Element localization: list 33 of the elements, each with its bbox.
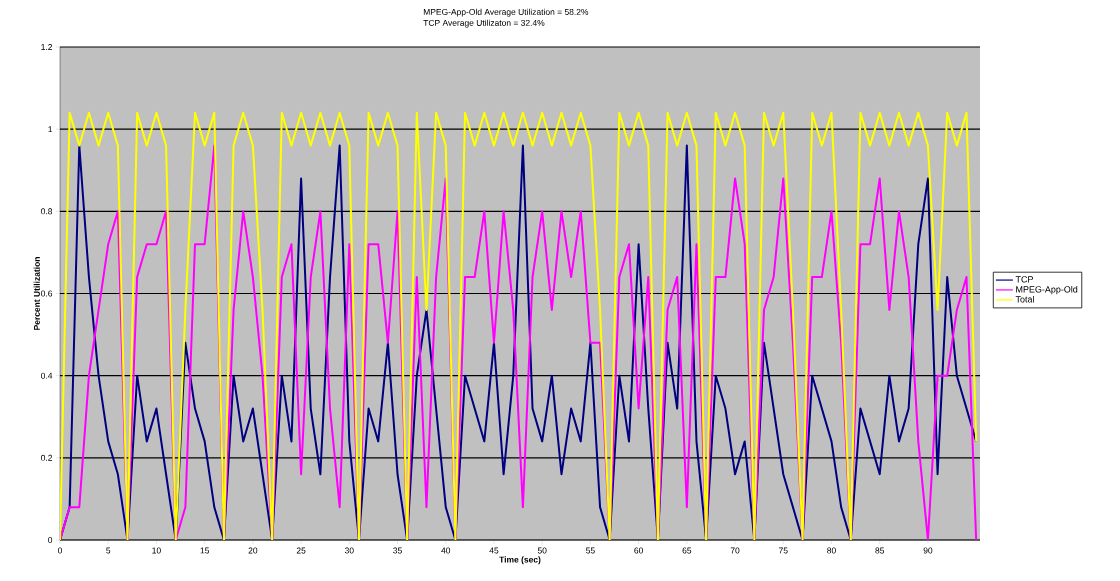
x-tick-label: 35 bbox=[393, 547, 402, 554]
x-tick-label: 25 bbox=[296, 547, 306, 554]
y-tick-label: 0.6 bbox=[41, 290, 53, 297]
legend-label: MPEG-App-Old bbox=[1016, 285, 1078, 295]
y-tick-label: 0.2 bbox=[41, 454, 53, 461]
x-tick-label: 0 bbox=[57, 547, 63, 554]
y-tick-label: 0 bbox=[48, 537, 53, 543]
y-axis-title: Percent Utilization bbox=[33, 257, 40, 330]
text: TCP Average Utilizaton = 32.4% bbox=[423, 19, 545, 28]
y-tick-label: 1 bbox=[48, 126, 53, 133]
x-tick-label: 15 bbox=[200, 547, 210, 554]
x-tick-label: 30 bbox=[344, 547, 354, 554]
y-tick-label: 1.2 bbox=[41, 44, 53, 50]
x-tick-label: 70 bbox=[730, 547, 740, 554]
x-tick-label: 90 bbox=[923, 547, 933, 554]
x-tick-label: 80 bbox=[827, 547, 836, 554]
y-tick-label: 0.4 bbox=[41, 372, 53, 379]
x-tick-label: 55 bbox=[586, 547, 595, 554]
x-tick-label: 5 bbox=[106, 547, 111, 554]
x-axis-title: Time (sec) bbox=[499, 556, 541, 565]
legend-label: Total bbox=[1015, 295, 1034, 303]
x-tick-label: 60 bbox=[634, 547, 643, 554]
legend-label: TCP bbox=[1015, 276, 1033, 283]
y-tick-label: 0.8 bbox=[41, 208, 53, 215]
x-tick-label: 65 bbox=[682, 547, 692, 554]
x-tick-label: 75 bbox=[779, 547, 788, 554]
text: MPEG-App-Old Average Utilization = 58.2% bbox=[423, 8, 589, 17]
x-tick-label: 85 bbox=[875, 547, 885, 554]
x-tick-label: 40 bbox=[441, 547, 451, 554]
x-tick-label: 45 bbox=[489, 547, 499, 554]
x-tick-label: 10 bbox=[152, 547, 161, 554]
x-tick-label: 50 bbox=[537, 547, 547, 554]
x-tick-label: 20 bbox=[248, 547, 258, 554]
